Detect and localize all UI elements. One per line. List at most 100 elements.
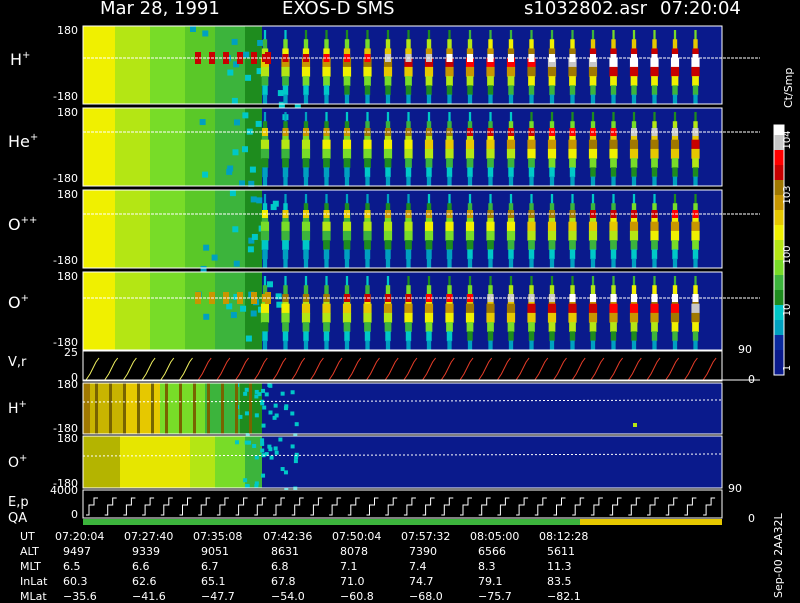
sub-tick-top-0: 180 — [57, 378, 78, 391]
panel-he-plus-burst — [363, 148, 372, 159]
ep-trace — [347, 497, 360, 516]
panel-label-3: O+ — [8, 293, 29, 312]
panel-he-plus-burst — [631, 176, 637, 187]
panel-o-plus-plus-burst — [486, 221, 495, 232]
panel-he-plus-burst — [323, 158, 330, 168]
panel-h-plus-burst — [631, 94, 637, 105]
panel-o-plus-plus-burst — [383, 221, 393, 232]
panel-o-plus-plus-burst — [488, 203, 493, 214]
panel-o-plus-burst — [672, 285, 678, 296]
panel-o-plus-burst — [304, 276, 308, 286]
panel-h-plus-burst — [570, 39, 575, 50]
panel-o-plus-plus-burst — [446, 249, 453, 260]
sub-panel-o-plus-speckle — [260, 448, 265, 453]
vr-trace — [366, 357, 380, 381]
sub-panel-o-plus-speckle — [283, 470, 288, 475]
panel-o-plus-plus-burst — [301, 230, 311, 241]
panel-he-plus-band — [115, 108, 150, 186]
panel-h-plus-burst — [549, 85, 555, 96]
panel-h-plus-burst — [386, 30, 390, 40]
panel-o-plus-burst — [468, 276, 472, 286]
ep-trace — [441, 497, 454, 516]
header-date: Mar 28, 1991 — [100, 0, 220, 19]
sub-right-bot: 90 — [728, 482, 742, 495]
panel-h-plus-burst — [653, 30, 656, 40]
panel-he-plus-burst — [447, 121, 452, 132]
panel-h-plus-burst — [549, 94, 555, 105]
panel-o-plus-plus-burst — [467, 203, 473, 214]
colorbar-cell — [774, 200, 784, 206]
panel-h-plus-burst — [486, 57, 495, 68]
panel-h-plus-burst — [529, 39, 534, 50]
sub-panel-h-plus-stripe — [151, 383, 154, 434]
panel-he-plus-speckle — [199, 119, 206, 126]
colorbar-cell — [774, 245, 784, 251]
vr-trace — [160, 357, 175, 381]
ep-trace — [628, 497, 641, 516]
panel-h-plus-burst-core — [323, 54, 330, 62]
panel-he-plus-burst — [693, 176, 698, 187]
panel-h-plus-burst — [550, 30, 554, 40]
panel-o-plus-plus-burst — [426, 203, 432, 214]
table-cell: 6.8 — [271, 560, 289, 573]
panel-he-plus-band — [245, 108, 262, 186]
panel-o-plus-plus-burst — [487, 240, 494, 250]
panel-he-plus-burst — [670, 139, 680, 150]
vr-trace — [609, 357, 623, 381]
panel-he-plus-burst — [549, 121, 555, 132]
ep-trace — [497, 497, 510, 516]
panel-he-plus-burst — [303, 167, 309, 178]
panel-o-plus-burst — [672, 331, 678, 342]
vr-trace — [104, 357, 119, 381]
ep-trace — [310, 497, 323, 516]
panel-h-plus-burst — [344, 39, 350, 50]
table-cell: 62.6 — [132, 575, 157, 588]
panel-o-plus-plus-burst — [322, 230, 331, 241]
panel-he-plus-burst — [691, 148, 700, 159]
panel-he-plus-burst — [448, 112, 451, 122]
panel-o-plus-burst — [488, 285, 493, 296]
panel-o-plus-burst — [589, 322, 597, 332]
panel-o-plus-plus-burst — [404, 230, 413, 241]
panel-he-plus-burst — [467, 121, 473, 132]
panel-o-plus-burst — [569, 322, 576, 332]
sub-panel-h-plus-speckle — [293, 433, 298, 438]
panel-h-plus-burst — [652, 94, 657, 105]
table-cell: 74.7 — [409, 575, 434, 588]
panel-o-plus-burst — [466, 322, 474, 332]
panel-he-plus-burst — [383, 148, 393, 159]
panel-o-plus-burst — [303, 340, 309, 351]
panel-he-plus-burst — [528, 158, 535, 168]
panel-o-plus-plus-burst — [342, 230, 352, 241]
colorbar-cell — [774, 350, 784, 356]
panel-he-plus-burst — [651, 167, 658, 178]
panel-o-plus-burst — [343, 322, 351, 332]
sub-panel-h-plus-speckle — [254, 389, 259, 394]
qa-label: QA — [8, 511, 27, 526]
table-cell: 07:50:04 — [332, 530, 382, 543]
sub-panel-h-plus-band — [83, 383, 90, 434]
panel-o-plus-burst-core — [323, 294, 330, 302]
sub-panel-o-plus-speckle — [247, 440, 252, 445]
panel-h-plus-burst — [262, 85, 268, 96]
colorbar-cell — [774, 235, 784, 241]
table-cell: 8631 — [271, 545, 299, 558]
panel-he-plus-burst — [488, 121, 493, 132]
panel-o-plus-burst — [447, 340, 452, 351]
sub-panel-h-plus-speckle — [245, 433, 250, 438]
panel-he-plus-burst — [344, 167, 350, 178]
panel-he-plus-burst — [672, 167, 678, 178]
panel-he-plus-burst — [548, 158, 556, 168]
colorbar-cell — [774, 220, 784, 226]
panel-o-plus-plus-burst — [548, 240, 556, 250]
panel-o-plus-burst — [650, 312, 659, 323]
panel-o-plus-burst — [344, 285, 350, 296]
panel-h-plus-burst — [527, 57, 536, 68]
panel-o-plus-plus-burst — [547, 221, 557, 232]
sub-panel-h-plus-speckle — [268, 383, 273, 388]
panel-he-plus-speckle — [226, 168, 233, 175]
panel-he-plus-burst — [301, 148, 311, 159]
panel-o-plus-plus-burst — [610, 240, 617, 250]
panel-o-plus-burst — [364, 331, 371, 342]
